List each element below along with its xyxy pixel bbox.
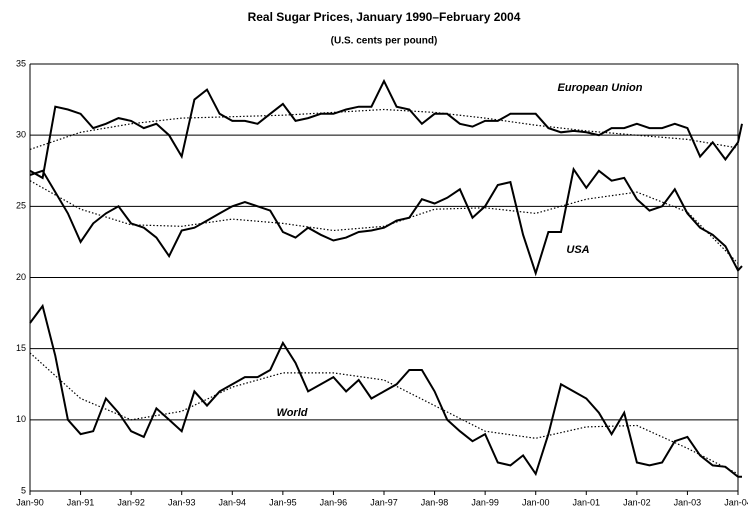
series-line (29, 78, 743, 180)
y-tick-label: 5 (21, 485, 26, 495)
y-tick-label: 30 (16, 130, 26, 140)
chart-title: Real Sugar Prices, January 1990–February… (248, 10, 521, 24)
x-tick-label: Jan-94 (219, 497, 247, 507)
x-tick-label: Jan-00 (522, 497, 550, 507)
x-tick-label: Jan-93 (168, 497, 196, 507)
y-tick-label: 10 (16, 414, 26, 424)
y-tick-label: 20 (16, 272, 26, 282)
x-tick-label: Jan-92 (117, 497, 145, 507)
x-tick-label: Jan-95 (269, 497, 297, 507)
series-line (29, 303, 742, 478)
trend-line (29, 352, 739, 475)
x-tick-label: Jan-02 (623, 497, 651, 507)
x-tick-label: Jan-01 (573, 497, 601, 507)
y-tick-label: 15 (16, 343, 26, 353)
trend-line (29, 180, 739, 264)
x-tick-label: Jan-90 (16, 497, 44, 507)
chart-subtitle: (U.S. cents per pound) (331, 36, 438, 47)
x-tick-label: Jan-99 (471, 497, 499, 507)
x-tick-label: Jan-96 (320, 497, 348, 507)
x-tick-label: Jan-03 (674, 497, 702, 507)
series-line (29, 166, 743, 277)
series-label: World (277, 407, 308, 419)
x-tick-label: Jan-04 (724, 497, 748, 507)
trend-line (29, 108, 739, 150)
x-tick-label: Jan-98 (421, 497, 449, 507)
x-tick-label: Jan-97 (370, 497, 398, 507)
series-label: European Union (558, 82, 643, 94)
y-tick-label: 25 (16, 201, 26, 211)
series-label: USA (566, 244, 589, 256)
x-tick-label: Jan-91 (67, 497, 95, 507)
y-tick-label: 35 (16, 58, 26, 68)
